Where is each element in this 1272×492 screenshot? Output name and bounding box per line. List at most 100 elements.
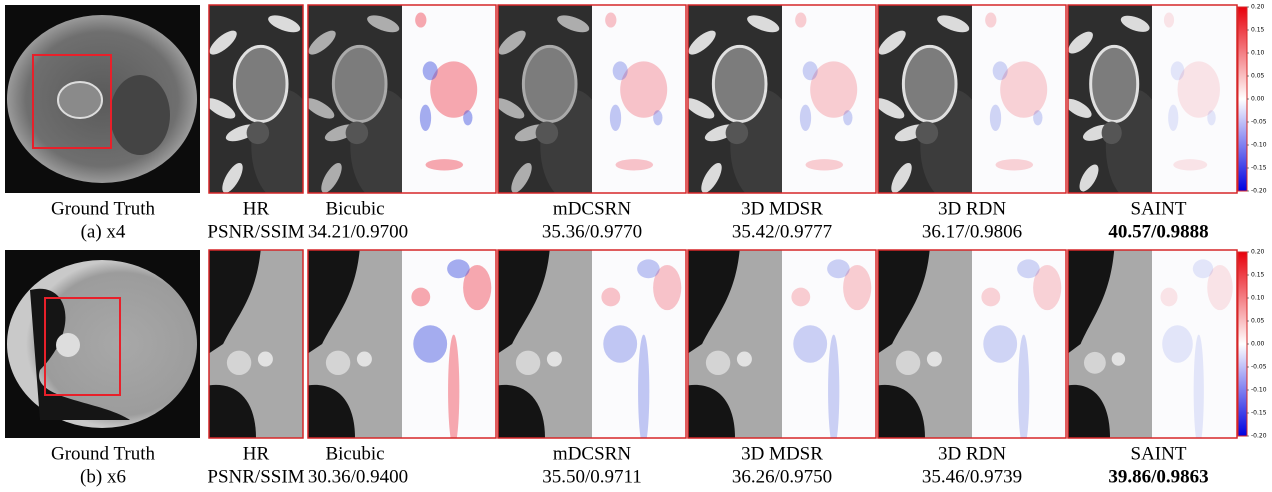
vertebra <box>234 46 287 121</box>
method-score: 34.21/0.9700 <box>308 221 408 242</box>
caption: Ground Truth <box>51 198 155 219</box>
vertebra <box>523 46 576 121</box>
vertebra <box>1091 46 1138 121</box>
error-map <box>782 5 876 193</box>
caption: (a) x4 <box>81 221 126 242</box>
method-image <box>688 250 782 438</box>
vertebra <box>58 82 102 118</box>
colorbar-label: -0.10 <box>1251 387 1267 394</box>
caption: (b) x6 <box>80 466 126 487</box>
diff-blob <box>990 105 1001 131</box>
bowel <box>110 75 170 155</box>
vessel <box>258 352 273 367</box>
method-name: mDCSRN <box>553 443 631 464</box>
figure: Ground Truth(a) x4HRPSNR/SSIMBicubic34.2… <box>0 0 1272 492</box>
colorbar-label: -0.05 <box>1251 364 1267 371</box>
colorbar-label: -0.05 <box>1251 119 1267 126</box>
colorbar-label: 0.05 <box>1251 318 1265 325</box>
diff-blob <box>1162 325 1193 363</box>
colorbar-label: -0.20 <box>1251 188 1267 195</box>
diff-blob <box>803 61 818 80</box>
diff-blob <box>827 259 850 278</box>
method-score: 39.86/0.9863 <box>1108 466 1208 487</box>
error-map <box>402 5 496 193</box>
method-score: 35.50/0.9711 <box>542 466 642 487</box>
vessel <box>1112 352 1125 365</box>
vessel <box>737 352 752 367</box>
colorbar <box>1238 252 1247 436</box>
diff-blob <box>1018 335 1029 448</box>
method-name: Bicubic <box>325 443 384 464</box>
diff-blob <box>638 335 649 448</box>
diff-blob <box>616 159 654 170</box>
diff-blob <box>795 13 806 28</box>
method-score: 36.17/0.9806 <box>922 221 1022 242</box>
diff-blob <box>793 325 827 363</box>
diff-blob <box>603 325 637 363</box>
diff-blob <box>791 288 810 307</box>
colorbar <box>1238 7 1247 191</box>
method-image <box>871 5 986 202</box>
diff-blob <box>413 325 447 363</box>
method-image <box>878 250 972 438</box>
hr-image <box>202 5 317 202</box>
caption: PSNR/SSIM <box>207 466 304 487</box>
method-name: Bicubic <box>325 198 384 219</box>
error-map <box>972 250 1066 447</box>
vessel <box>357 352 372 367</box>
aorta <box>896 351 920 375</box>
diff-blob <box>653 110 662 125</box>
error-map <box>592 250 686 447</box>
diff-blob <box>447 259 470 278</box>
diff-blob <box>1194 335 1204 448</box>
diff-blob <box>1207 110 1216 125</box>
caption: HR <box>243 198 270 219</box>
hr-image <box>209 250 303 438</box>
diff-blob <box>983 325 1017 363</box>
method-score: 30.36/0.9400 <box>308 466 408 487</box>
caption: PSNR/SSIM <box>207 221 304 242</box>
diff-blob <box>1168 105 1178 131</box>
colorbar-label: -0.15 <box>1251 410 1267 417</box>
error-map <box>972 5 1066 193</box>
diff-blob <box>423 61 438 80</box>
diff-blob <box>463 110 472 125</box>
colorbar-label: 0.10 <box>1251 295 1265 302</box>
diff-blob <box>843 110 852 125</box>
diff-blob <box>637 259 660 278</box>
error-map <box>1152 250 1237 447</box>
diff-blob <box>806 159 844 170</box>
canal <box>536 122 559 145</box>
canal <box>726 122 749 145</box>
vertebra <box>333 46 386 121</box>
diff-blob <box>993 61 1008 80</box>
canal <box>247 122 270 145</box>
canal <box>1102 122 1122 145</box>
vessel <box>927 352 942 367</box>
diff-blob <box>1193 259 1213 278</box>
diff-blob <box>610 105 621 131</box>
diff-blob <box>426 159 464 170</box>
diff-blob <box>800 105 811 131</box>
diff-blob <box>1173 159 1207 170</box>
method-score: 35.36/0.9770 <box>542 221 642 242</box>
diff-blob <box>411 288 430 307</box>
diff-blob <box>448 335 459 448</box>
colorbar-label: -0.15 <box>1251 165 1267 172</box>
method-image <box>681 5 796 202</box>
diff-blob <box>985 13 996 28</box>
method-name: SAINT <box>1131 198 1187 219</box>
method-score: 35.46/0.9739 <box>922 466 1022 487</box>
canal <box>346 122 369 145</box>
caption: HR <box>243 443 270 464</box>
colorbar-label: -0.20 <box>1251 433 1267 440</box>
diff-blob <box>1017 259 1040 278</box>
diff-blob <box>1161 288 1178 307</box>
aorta <box>227 351 251 375</box>
colorbar-label: 0.15 <box>1251 272 1265 279</box>
colorbar-label: 0.20 <box>1251 4 1265 11</box>
method-score: 35.42/0.9777 <box>732 221 832 242</box>
aorta <box>1084 352 1106 374</box>
diff-blob <box>828 335 839 448</box>
aorta <box>516 351 540 375</box>
